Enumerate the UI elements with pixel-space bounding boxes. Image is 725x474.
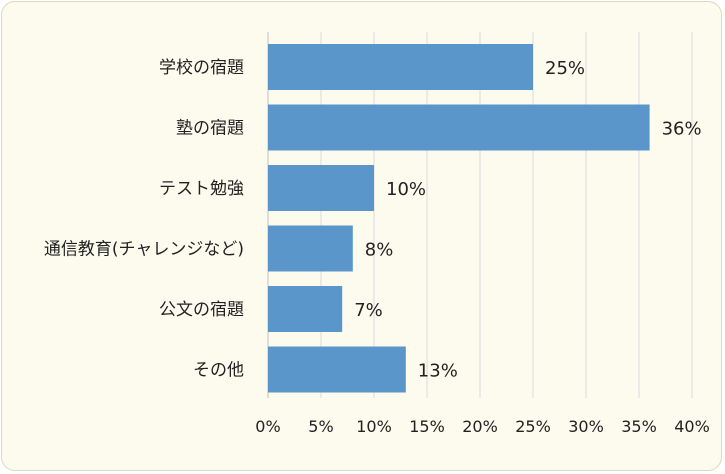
data-label: 25% (545, 58, 585, 79)
bar (268, 225, 353, 272)
bar (268, 346, 406, 393)
x-tick-label: 0% (255, 417, 280, 436)
x-tick-label: 25% (515, 417, 551, 436)
data-label: 10% (386, 179, 426, 200)
bar (268, 44, 533, 90)
category-label: 公文の宿題 (159, 300, 244, 320)
data-label: 36% (662, 119, 702, 140)
category-label: 学校の宿題 (159, 58, 244, 78)
data-label: 7% (354, 300, 383, 321)
data-label: 8% (365, 240, 394, 261)
x-tick-label: 20% (462, 417, 498, 436)
x-tick-label: 10% (356, 417, 392, 436)
bar (268, 165, 374, 211)
x-tick-label: 5% (308, 417, 333, 436)
category-label: 通信教育(チャレンジなど) (44, 240, 244, 260)
bars (268, 44, 650, 393)
grid-lines (267, 32, 693, 398)
category-label: 塾の宿題 (176, 118, 244, 139)
category-label: その他 (193, 361, 244, 381)
x-tick-label: 15% (409, 417, 445, 436)
bar (268, 286, 343, 332)
category-label: テスト勉強 (159, 179, 244, 199)
x-tick-label: 40% (674, 417, 710, 436)
labels: 0% 5% 10% 15% 20% 25% 30% 35% 40% 学校の宿題 25% 塾の宿題 36%… (44, 58, 710, 436)
data-label: 13% (418, 361, 458, 382)
bar (268, 104, 650, 151)
x-tick-label: 35% (621, 417, 657, 436)
x-tick-label: 30% (568, 417, 604, 436)
